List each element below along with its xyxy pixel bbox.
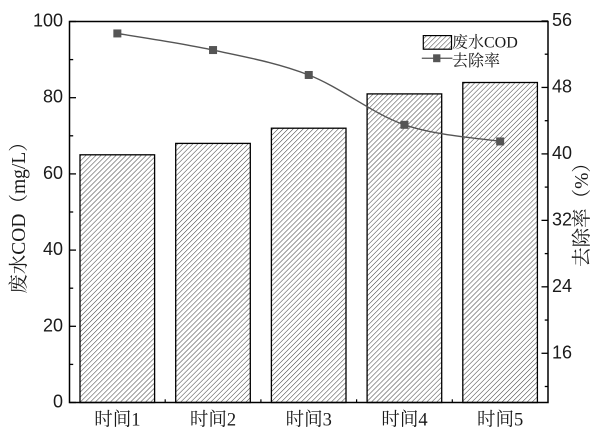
svg-text:48: 48 (552, 76, 572, 96)
svg-text:20: 20 (43, 315, 63, 335)
svg-text:时间3: 时间3 (286, 410, 332, 431)
svg-text:0: 0 (53, 392, 63, 412)
svg-text:60: 60 (43, 163, 63, 183)
svg-text:时间1: 时间1 (94, 410, 140, 431)
svg-text:废水COD（mg/L）: 废水COD（mg/L） (8, 132, 30, 293)
svg-text:时间4: 时间4 (381, 410, 427, 431)
svg-text:100: 100 (33, 11, 63, 31)
svg-text:24: 24 (552, 276, 572, 296)
svg-text:去除率: 去除率 (452, 52, 500, 70)
svg-text:40: 40 (43, 239, 63, 259)
svg-text:废水COD: 废水COD (452, 34, 518, 52)
svg-text:时间5: 时间5 (477, 410, 523, 431)
svg-text:时间2: 时间2 (190, 410, 236, 431)
svg-text:32: 32 (552, 209, 572, 229)
svg-text:80: 80 (43, 87, 63, 107)
svg-text:去除率（%）: 去除率（%） (571, 153, 593, 267)
svg-text:56: 56 (552, 10, 572, 30)
svg-text:40: 40 (552, 143, 572, 163)
svg-text:16: 16 (552, 342, 572, 362)
